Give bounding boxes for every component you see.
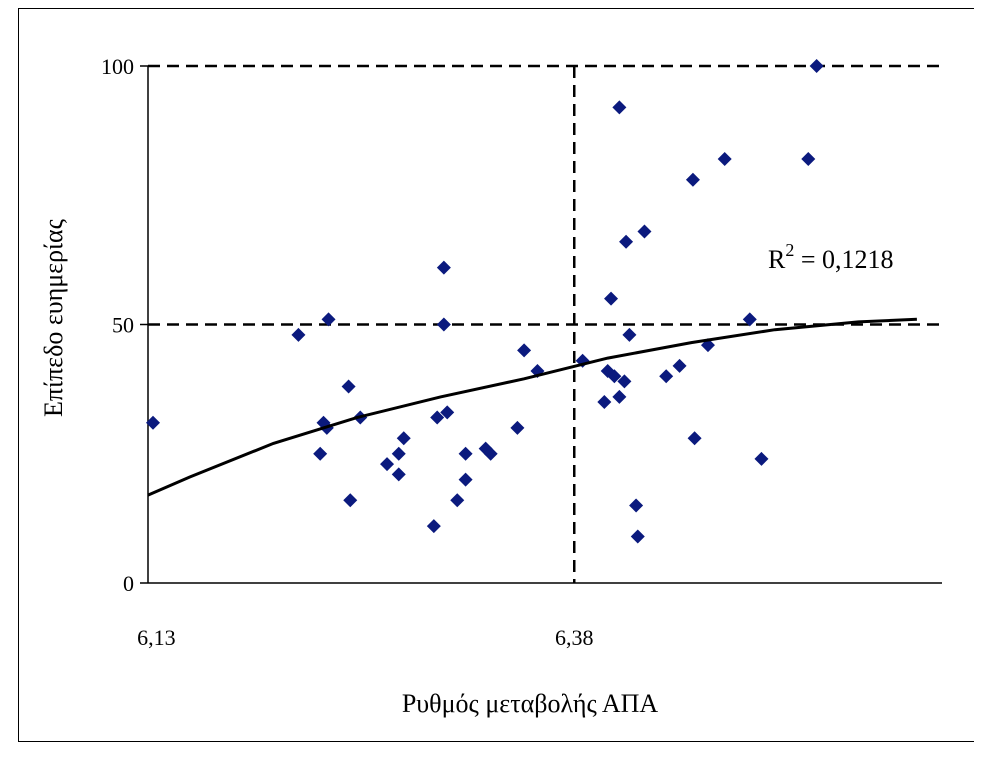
data-point	[612, 100, 627, 115]
data-point	[809, 59, 824, 73]
data-point	[801, 152, 816, 167]
data-point	[483, 446, 498, 461]
data-point	[426, 519, 441, 534]
r-squared-base: R	[768, 245, 786, 274]
trendline	[147, 317, 917, 497]
reference-lines	[148, 64, 942, 583]
data-point	[430, 410, 445, 425]
data-point	[380, 457, 395, 472]
data-point	[754, 451, 769, 466]
data-point	[517, 343, 532, 358]
data-point	[458, 446, 473, 461]
data-points	[146, 59, 824, 544]
data-point	[436, 317, 451, 332]
r-squared-annotation: R2 = 0,1218	[768, 240, 894, 274]
data-point	[685, 172, 700, 187]
data-point	[687, 431, 702, 446]
data-point	[343, 493, 358, 508]
data-point	[391, 467, 406, 482]
y-tick-label: 50	[112, 313, 134, 338]
data-point	[597, 395, 612, 410]
y-tick-label: 0	[123, 571, 134, 596]
axes	[140, 65, 942, 584]
x-tick-label: 6,38	[555, 625, 594, 650]
data-point	[622, 327, 637, 342]
data-point	[440, 405, 455, 420]
data-point	[717, 152, 732, 167]
data-point	[630, 529, 645, 544]
data-point	[604, 291, 619, 306]
data-point	[510, 420, 525, 435]
data-point	[391, 446, 406, 461]
data-point	[607, 369, 622, 384]
data-point	[637, 224, 652, 239]
data-point	[629, 498, 644, 513]
data-point	[146, 415, 161, 430]
x-axis-title: Ρυθμός μεταβολής ΑΠΑ	[402, 689, 659, 718]
data-point	[450, 493, 465, 508]
data-point	[436, 260, 451, 275]
data-point	[619, 234, 634, 249]
data-point	[742, 312, 757, 327]
data-point	[612, 389, 627, 404]
x-tick-labels: 6,13 6,38	[137, 625, 593, 650]
y-tick-label: 100	[101, 54, 134, 79]
data-point	[291, 327, 306, 342]
data-point	[672, 358, 687, 373]
data-point	[458, 472, 473, 487]
y-tick-labels: 0 50 100	[101, 54, 134, 596]
data-point	[321, 312, 336, 327]
data-point	[341, 379, 356, 394]
x-tick-label: 6,13	[137, 625, 176, 650]
data-point	[396, 431, 411, 446]
chart-frame	[18, 8, 974, 742]
r-squared-value: = 0,1218	[794, 245, 893, 274]
r-squared-superscript: 2	[785, 240, 794, 260]
y-axis-title: Επίπεδο ευημερίας	[39, 218, 68, 417]
data-point	[313, 446, 328, 461]
data-point	[617, 374, 632, 389]
data-point	[659, 369, 674, 384]
